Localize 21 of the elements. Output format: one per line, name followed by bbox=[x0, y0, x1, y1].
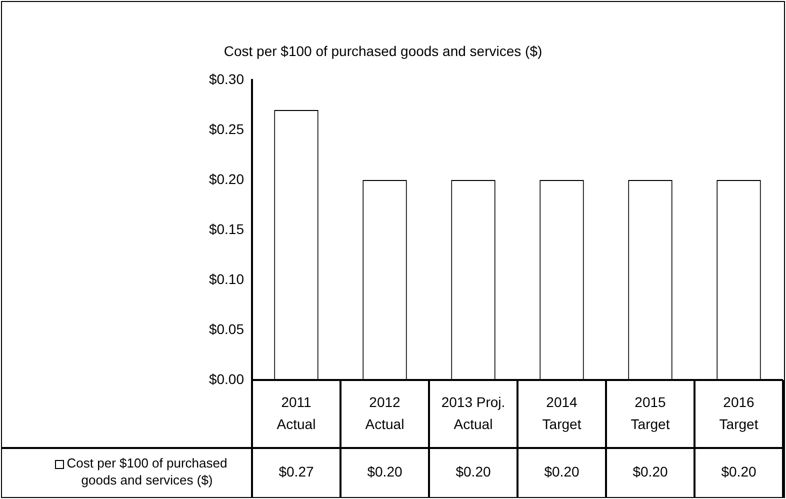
x-tick-label: 2013 Proj. Actual bbox=[441, 394, 506, 432]
data-label: $0.27 bbox=[278, 463, 314, 480]
x-tick-label: 2015 Target bbox=[630, 394, 670, 432]
y-tick-label: $0.10 bbox=[208, 270, 244, 287]
y-tick-label: $0.20 bbox=[208, 170, 244, 187]
data-label: $0.20 bbox=[367, 463, 402, 480]
chart-title: Cost per $100 of purchased goods and services ($) bbox=[224, 42, 542, 59]
data-label: $0.20 bbox=[632, 463, 668, 480]
y-tick-label: $0.25 bbox=[208, 120, 244, 137]
x-tick-label: 2016 Target bbox=[719, 394, 758, 432]
y-tick-label: $0.15 bbox=[208, 220, 244, 237]
data-label: $0.20 bbox=[456, 463, 491, 480]
y-tick-label: $0.00 bbox=[208, 370, 244, 387]
y-tick-label: $0.30 bbox=[208, 70, 244, 87]
x-tick-label: 2011 Actual bbox=[276, 394, 316, 432]
text: Cost per $100 of purchased goods and services ($) bbox=[66, 456, 228, 488]
x-tick-label: 2012 Actual bbox=[365, 394, 404, 432]
y-tick-label: $0.05 bbox=[208, 320, 244, 337]
x-tick-label: 2014 Target bbox=[542, 394, 582, 432]
data-label: $0.20 bbox=[544, 463, 580, 480]
data-label: $0.20 bbox=[721, 463, 756, 480]
